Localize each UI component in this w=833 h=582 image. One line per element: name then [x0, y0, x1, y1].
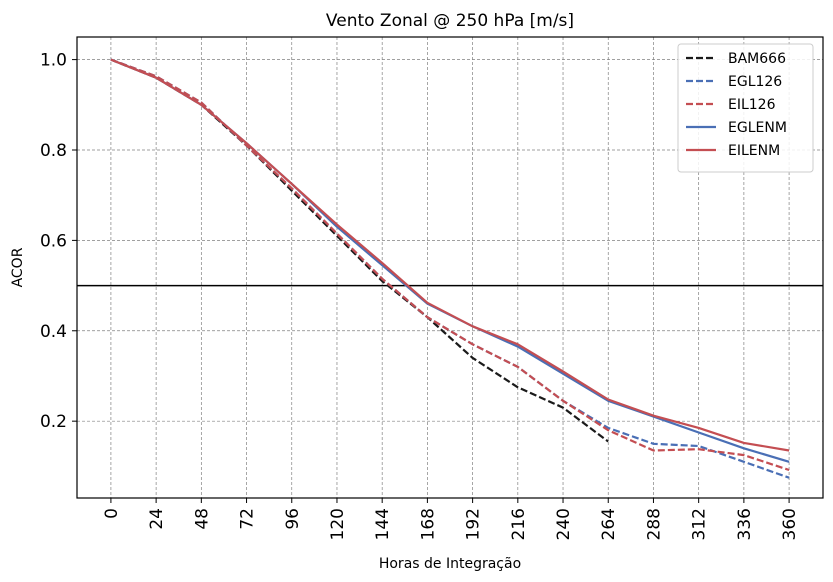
plot-frame — [76, 36, 824, 499]
legend-label-eilenm: EILENM — [728, 143, 780, 159]
legend-label-eil126: EIL126 — [728, 97, 776, 113]
x-tick-label: 360 — [780, 508, 800, 540]
y-tick-label: 1.0 — [40, 51, 67, 71]
x-tick-label: 24 — [147, 508, 167, 530]
y-tick-label: 0.6 — [40, 231, 67, 251]
x-tick-label: 336 — [735, 508, 755, 540]
x-tick-label: 48 — [192, 508, 212, 530]
legend-label-eglenm: EGLENM — [728, 120, 787, 136]
x-tick-label: 168 — [418, 508, 438, 540]
legend-label-egl126: EGL126 — [728, 74, 782, 90]
x-tick-label: 144 — [373, 508, 393, 540]
x-tick-label: 120 — [328, 508, 348, 540]
x-axis-label: Horas de Integração — [379, 556, 521, 572]
legend: BAM666 EGL126 EIL126 EGLENM EILENM — [677, 43, 814, 173]
y-tick-label: 0.2 — [40, 412, 67, 432]
x-tick-label: 216 — [509, 508, 529, 540]
y-tick-label: 0.8 — [40, 141, 67, 161]
y-tick-label: 0.4 — [40, 322, 67, 342]
x-tick-label: 0 — [102, 508, 122, 519]
x-tick-label: 288 — [644, 508, 664, 540]
x-tick-label: 240 — [554, 508, 574, 540]
x-tick-label: 72 — [238, 508, 258, 530]
series-group — [110, 58, 790, 479]
series-line-eilenm — [110, 58, 790, 452]
legend-box — [677, 43, 814, 173]
x-tick-label: 264 — [599, 508, 619, 540]
x-tick-label: 96 — [283, 508, 303, 530]
y-axis-label: ACOR — [10, 247, 26, 287]
y-axis: 0.2 0.4 0.6 0.8 1.0 — [40, 51, 77, 432]
x-tick-label: 192 — [464, 508, 484, 540]
chart-title: Vento Zonal @ 250 hPa [m/s] — [326, 11, 574, 31]
x-axis: 0 24 48 72 96 120 144 168 192 216 240 264 288 312 336 3… — [102, 498, 800, 540]
x-tick-label: 312 — [690, 508, 710, 540]
legend-label-bam666: BAM666 — [728, 51, 786, 67]
